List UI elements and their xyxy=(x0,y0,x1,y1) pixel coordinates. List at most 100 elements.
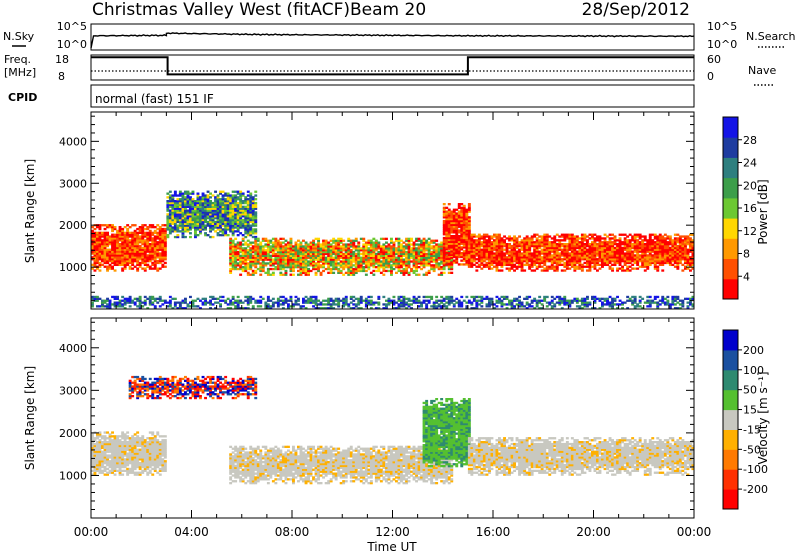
power-cell xyxy=(153,235,157,238)
power-cell xyxy=(558,246,562,250)
power-cell xyxy=(256,305,260,308)
power-cell xyxy=(271,247,275,250)
power-cell xyxy=(475,243,479,246)
power-cell xyxy=(284,271,288,274)
power-cell xyxy=(525,246,529,250)
power-cell xyxy=(324,262,328,265)
power-cell xyxy=(498,233,501,236)
power-cell xyxy=(565,265,569,268)
power-cell xyxy=(626,252,630,255)
power-cell xyxy=(334,250,338,254)
power-cell xyxy=(379,256,383,259)
power-cell xyxy=(359,267,363,271)
power-cell xyxy=(422,243,426,246)
power-cell xyxy=(591,235,594,238)
power-cell xyxy=(168,218,172,222)
power-cell xyxy=(269,247,273,250)
power-cell xyxy=(580,263,584,266)
power-cell xyxy=(146,233,150,236)
power-cell xyxy=(312,249,315,252)
power-cell xyxy=(382,260,386,263)
power-cell xyxy=(116,243,119,246)
power-cell xyxy=(658,256,662,259)
power-cell xyxy=(327,252,331,256)
power-cell xyxy=(317,266,320,269)
power-cell xyxy=(231,258,235,261)
power-cell xyxy=(274,262,278,265)
power-cell xyxy=(623,269,627,272)
power-cell xyxy=(156,269,160,272)
power-cell xyxy=(166,226,170,229)
power-cell xyxy=(259,299,263,302)
power-cell xyxy=(425,262,429,265)
power-cell xyxy=(480,243,484,246)
power-cell xyxy=(143,299,147,302)
power-cell xyxy=(276,249,280,252)
power-cell xyxy=(558,235,562,238)
power-cell xyxy=(633,237,637,240)
power-cell xyxy=(397,237,401,240)
power-cell xyxy=(372,243,376,246)
power-cell xyxy=(201,200,205,203)
power-cell xyxy=(417,305,421,308)
power-cell xyxy=(681,239,685,242)
power-cell xyxy=(357,264,361,267)
power-cell xyxy=(332,266,336,269)
power-cell xyxy=(392,243,396,246)
power-cell xyxy=(420,254,423,257)
power-cell xyxy=(98,226,102,229)
power-cell xyxy=(163,254,167,257)
power-cell xyxy=(284,250,288,254)
power-cell xyxy=(279,267,283,271)
power-cell xyxy=(176,217,180,220)
power-cell xyxy=(349,245,353,248)
power-cell xyxy=(123,261,127,265)
power-cell xyxy=(229,250,233,254)
power-cell xyxy=(575,252,579,255)
power-cell xyxy=(442,299,446,302)
power-cell xyxy=(550,244,554,248)
power-cell xyxy=(276,305,280,308)
power-cell xyxy=(239,205,243,208)
power-cell xyxy=(133,224,137,227)
power-cell xyxy=(560,269,564,272)
power-cell xyxy=(158,252,162,255)
power-cell xyxy=(241,213,245,216)
power-cell xyxy=(422,241,426,244)
power-cell xyxy=(601,260,604,263)
power-cell xyxy=(103,233,107,236)
power-cell xyxy=(189,301,192,304)
power-cell xyxy=(367,243,371,246)
power-cell xyxy=(369,241,373,244)
power-cell xyxy=(608,252,612,255)
power-cell xyxy=(271,264,275,267)
power-cell xyxy=(103,265,107,268)
power-cell xyxy=(146,256,150,259)
power-cell xyxy=(209,217,212,220)
power-cell xyxy=(646,254,650,257)
power-cell xyxy=(588,260,592,263)
power-cell xyxy=(405,252,408,256)
power-cell xyxy=(96,235,99,238)
power-cell xyxy=(570,241,574,244)
power-cell xyxy=(236,307,240,310)
power-cell xyxy=(123,258,127,261)
power-cell xyxy=(103,258,107,261)
power-cell xyxy=(91,267,94,270)
power-cell xyxy=(558,261,562,265)
power-cell xyxy=(327,271,331,274)
power-cell xyxy=(379,250,383,254)
power-cell xyxy=(598,237,602,240)
power-cell xyxy=(209,211,212,214)
power-cell xyxy=(146,263,150,266)
power-cell xyxy=(337,271,341,274)
power-cell xyxy=(302,266,305,269)
power-cell xyxy=(470,265,474,268)
power-cell xyxy=(279,273,283,276)
power-cell xyxy=(440,250,444,254)
power-cell xyxy=(548,248,552,251)
power-cell xyxy=(251,217,255,220)
power-cell xyxy=(533,256,537,259)
power-cell xyxy=(241,234,245,237)
power-cell xyxy=(470,244,474,248)
